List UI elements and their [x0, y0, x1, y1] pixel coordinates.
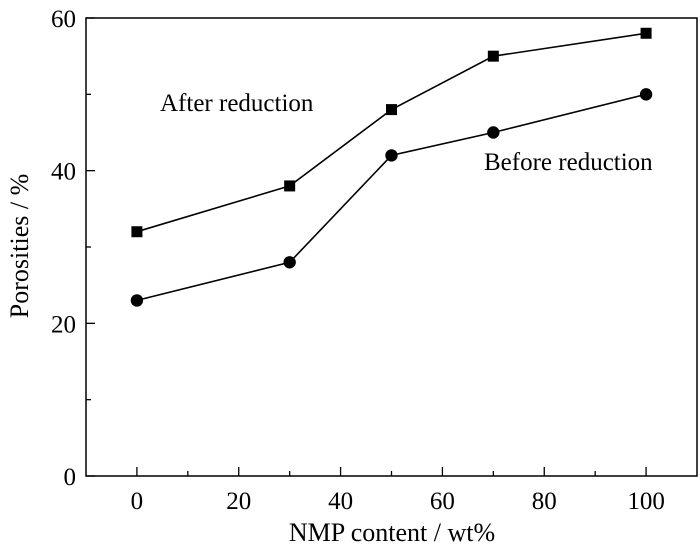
- axes: 0 20 40 60 80 100 0 20 40 60: [51, 6, 698, 515]
- data-point-after-reduction: [131, 226, 143, 238]
- data-point-before-reduction: [385, 149, 398, 162]
- y-tick-label: 20: [51, 311, 76, 338]
- data-point-before-reduction: [639, 88, 653, 101]
- y-tick-label: 0: [64, 464, 77, 491]
- series-line-after-reduction: [136, 32, 647, 233]
- series-label-after-reduction: After reduction: [160, 90, 314, 117]
- x-tick-label: 100: [627, 488, 665, 515]
- data-point-after-reduction: [386, 104, 397, 116]
- data-point-after-reduction: [640, 27, 652, 39]
- series-layer: [130, 27, 653, 307]
- x-axis-label: NMP content / wt%: [289, 518, 495, 547]
- x-tick-label: 80: [532, 488, 557, 515]
- y-tick-label: 60: [51, 6, 76, 33]
- series-line-before-reduction: [136, 93, 647, 302]
- x-tick-label: 0: [131, 488, 144, 515]
- y-axis-label: Porosities / %: [5, 174, 34, 318]
- y-tick-label: 40: [51, 159, 76, 186]
- x-tick-label: 40: [328, 488, 353, 515]
- x-tick-label: 60: [430, 488, 455, 515]
- data-point-after-reduction: [284, 180, 296, 192]
- x-tick-label: 20: [226, 488, 251, 515]
- data-point-after-reduction: [487, 50, 499, 62]
- plot-frame: [85, 17, 698, 477]
- data-point-before-reduction: [487, 126, 500, 139]
- series-label-before-reduction: Before reduction: [484, 149, 653, 176]
- data-point-before-reduction: [283, 256, 296, 269]
- data-point-before-reduction: [130, 294, 144, 307]
